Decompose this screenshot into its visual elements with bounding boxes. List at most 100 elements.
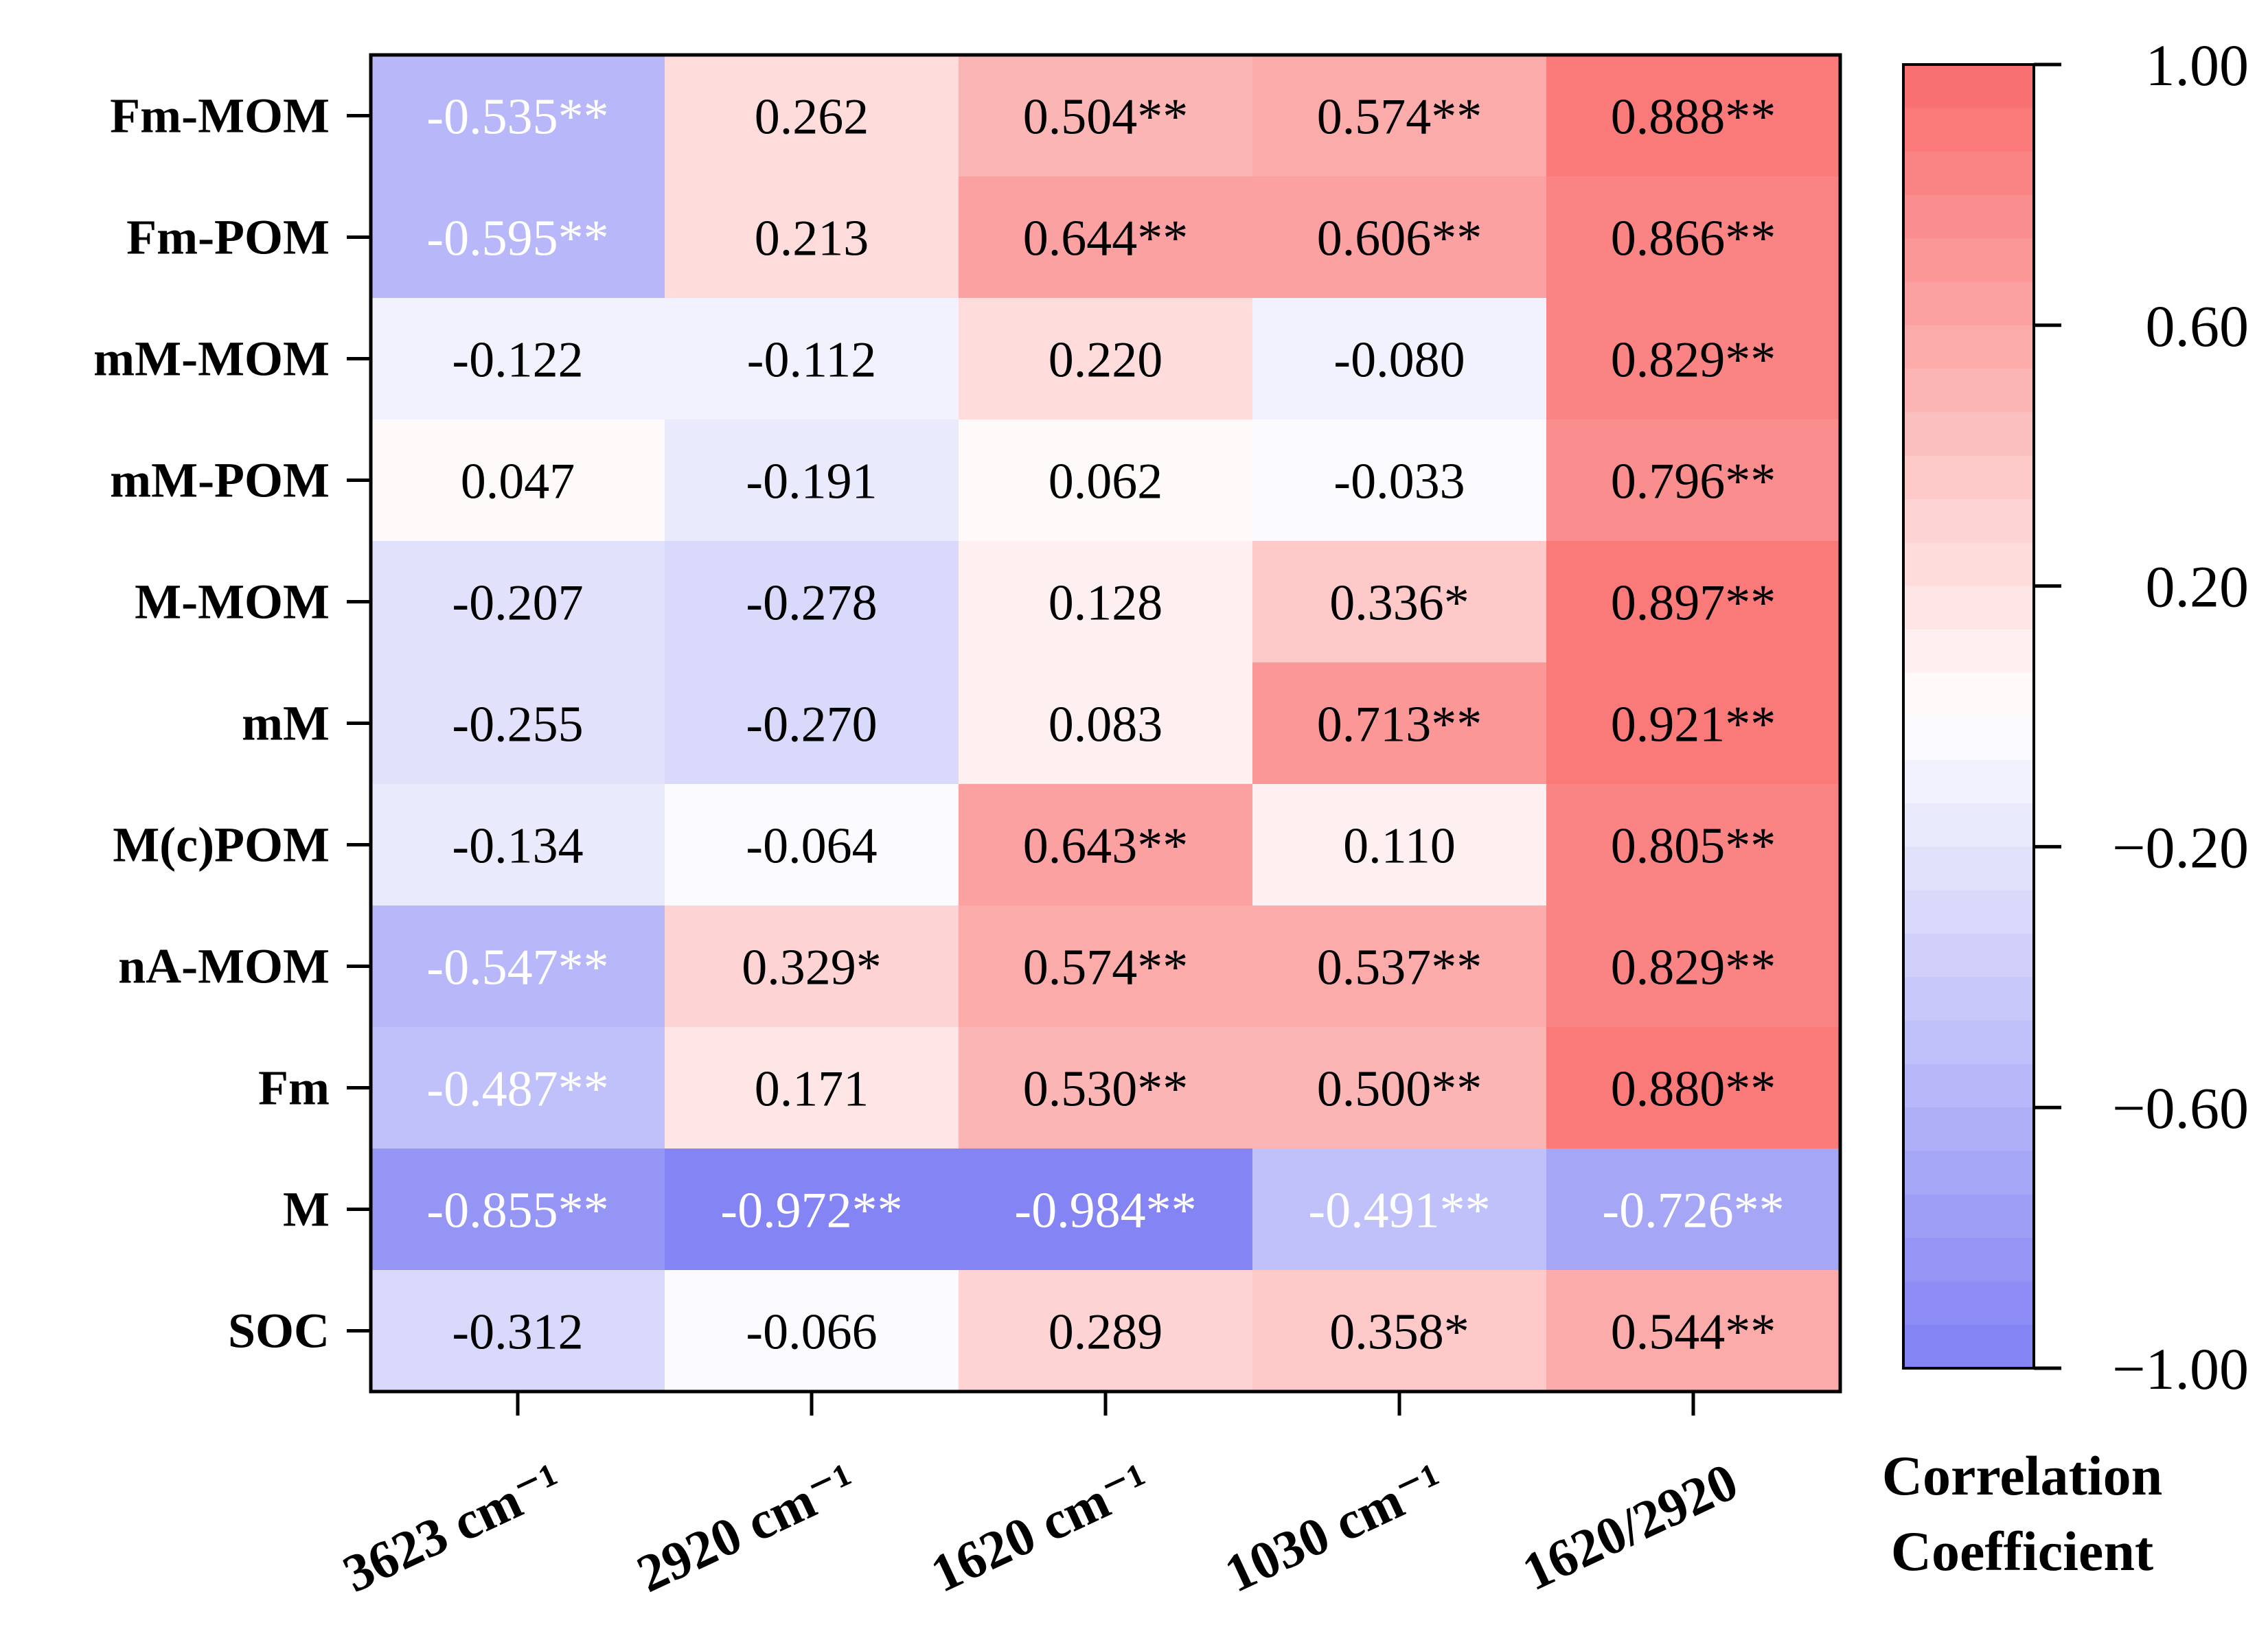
colorbar-step xyxy=(1903,1063,2034,1109)
cell-value-label: -0.278 xyxy=(746,575,877,632)
colorbar-step xyxy=(1903,1151,2034,1195)
row-label: Fm-POM xyxy=(126,210,330,265)
cell-value-label: -0.984** xyxy=(1014,1183,1196,1239)
cell-value-label: 0.220 xyxy=(1049,332,1163,389)
cell-value-label: -0.122 xyxy=(452,332,583,389)
colorbar-step xyxy=(1903,716,2034,761)
colorbar-step xyxy=(1903,759,2034,805)
cell-value-label: -0.064 xyxy=(746,818,877,875)
colorbar-step xyxy=(1903,1020,2034,1065)
heatmap-cell xyxy=(1546,1270,1841,1392)
cell-value-label: 0.500** xyxy=(1317,1061,1482,1118)
cell-value-label: 0.530** xyxy=(1023,1061,1189,1118)
colorbar-step xyxy=(1903,412,2034,457)
colorbar-step xyxy=(1903,586,2034,630)
cell-value-label: 0.897** xyxy=(1611,575,1776,632)
heatmap-cell xyxy=(959,298,1253,420)
heatmap-cell xyxy=(371,298,665,420)
column-label: 1620 cm⁻¹ xyxy=(922,1451,1159,1604)
heatmap-cell xyxy=(959,541,1253,663)
heatmap-cell xyxy=(1546,905,1841,1028)
row-label: mM-MOM xyxy=(93,332,330,387)
heatmap-cell xyxy=(959,419,1253,542)
heatmap-cell xyxy=(665,784,959,906)
row-axis: Fm-MOM Fm-POM mM-MOM mM-POM M-MOM mM M(c)POM nA… xyxy=(93,89,371,1359)
heatmap-cell xyxy=(371,176,665,299)
heatmap-cell xyxy=(1546,784,1841,906)
heatmap-cell xyxy=(371,541,665,663)
heatmap-cell xyxy=(959,784,1253,906)
cell-value-label: 0.336* xyxy=(1329,575,1469,632)
cell-value-label: -0.855** xyxy=(426,1183,608,1239)
heatmap-cell xyxy=(959,55,1253,177)
heatmap-cell-labels: -0.535** 0.262 0.504** 0.574** 0.888** -0.595… xyxy=(426,89,1784,1361)
heatmap-cell xyxy=(1546,176,1841,299)
colorbar-step xyxy=(1903,65,2034,109)
colorbar-tick-label: 0.20 xyxy=(2146,554,2249,620)
heatmap-cell xyxy=(1546,1027,1841,1149)
heatmap-cell xyxy=(371,1027,665,1149)
cell-value-label: 0.213 xyxy=(755,211,869,267)
heatmap-cell xyxy=(1252,662,1547,785)
heatmap-cells xyxy=(371,55,1841,1392)
cell-value-label: 0.888** xyxy=(1611,89,1776,146)
colorbar-tick-label: −1.00 xyxy=(2112,1336,2249,1402)
heatmap-cell xyxy=(1252,905,1547,1028)
colorbar-step xyxy=(1903,369,2034,413)
row-label: Fm-MOM xyxy=(110,89,330,143)
cell-value-label: -0.066 xyxy=(746,1304,877,1361)
colorbar-step xyxy=(1903,1194,2034,1239)
colorbar-step xyxy=(1903,542,2034,587)
heatmap-cell xyxy=(1546,298,1841,420)
cell-value-label: 0.171 xyxy=(755,1061,869,1118)
colorbar-step xyxy=(1903,108,2034,152)
heatmap-cell xyxy=(959,1149,1253,1271)
heatmap-cell xyxy=(1252,1027,1547,1149)
heatmap-cell xyxy=(1546,55,1841,177)
column-label: 1620/2920 xyxy=(1513,1451,1746,1602)
cell-value-label: -0.255 xyxy=(452,697,583,753)
heatmap-cell xyxy=(1546,1149,1841,1271)
heatmap-cell xyxy=(665,176,959,299)
heatmap-cell xyxy=(371,905,665,1028)
cell-value-label: -0.312 xyxy=(452,1304,583,1361)
cell-value-label: 0.110 xyxy=(1343,818,1456,875)
heatmap-cell xyxy=(1252,1149,1547,1271)
row-label: Fm xyxy=(258,1061,330,1116)
row-label: M(c)POM xyxy=(113,818,330,873)
heatmap-cell xyxy=(371,662,665,785)
colorbar-step xyxy=(1903,455,2034,500)
cell-value-label: 0.504** xyxy=(1023,89,1189,146)
heatmap-cell xyxy=(959,176,1253,299)
cell-value-label: -0.535** xyxy=(426,89,608,146)
colorbar-step xyxy=(1903,151,2034,196)
colorbar-step xyxy=(1903,1107,2034,1152)
colorbar-tick-label: 1.00 xyxy=(2146,32,2249,98)
cell-value-label: 0.606** xyxy=(1317,211,1482,267)
heatmap-cell xyxy=(1252,55,1547,177)
colorbar-step xyxy=(1903,977,2034,1022)
colorbar-title-line1: Correlation xyxy=(1882,1444,2162,1507)
cell-value-label: 0.574** xyxy=(1317,89,1482,146)
cell-value-label: 0.829** xyxy=(1611,940,1776,996)
cell-value-label: 0.062 xyxy=(1049,454,1163,510)
heatmap-cell xyxy=(665,1270,959,1392)
column-label: 2920 cm⁻¹ xyxy=(628,1451,865,1604)
cell-value-label: -0.191 xyxy=(746,454,877,510)
cell-value-label: 0.829** xyxy=(1611,332,1776,389)
heatmap-cell xyxy=(665,541,959,663)
row-label: SOC xyxy=(228,1304,330,1359)
colorbar-step xyxy=(1903,325,2034,370)
cell-value-label: -0.080 xyxy=(1333,332,1465,389)
colorbar-step xyxy=(1903,1238,2034,1282)
cell-value-label: -0.487** xyxy=(426,1061,608,1118)
heatmap-cell xyxy=(1546,419,1841,542)
cell-value-label: 0.289 xyxy=(1049,1304,1163,1361)
cell-value-label: 0.643** xyxy=(1023,818,1189,875)
colorbar-step xyxy=(1903,1281,2034,1326)
colorbar-step xyxy=(1903,194,2034,240)
heatmap-cell xyxy=(665,1027,959,1149)
heatmap-cell xyxy=(371,1149,665,1271)
heatmap-cell xyxy=(959,1270,1253,1392)
